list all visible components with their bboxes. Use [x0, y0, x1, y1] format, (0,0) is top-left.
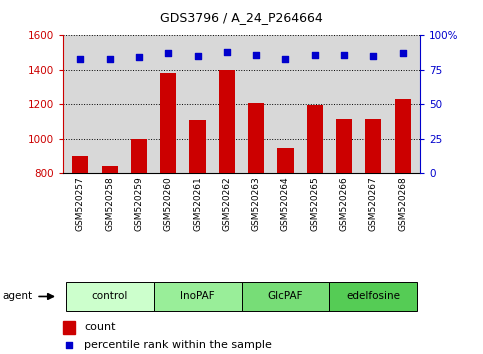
Text: edelfosine: edelfosine [346, 291, 400, 302]
Text: GDS3796 / A_24_P264664: GDS3796 / A_24_P264664 [160, 11, 323, 24]
Point [164, 51, 172, 56]
Bar [248, 103, 264, 173]
Bar [72, 156, 88, 173]
Bar [101, 166, 118, 173]
Text: agent: agent [2, 291, 32, 302]
Bar [219, 70, 235, 173]
Text: control: control [91, 291, 128, 302]
FancyBboxPatch shape [242, 282, 329, 311]
Point [223, 49, 231, 55]
FancyBboxPatch shape [66, 282, 154, 311]
Point [311, 52, 319, 58]
Point [252, 52, 260, 58]
Point [106, 56, 114, 62]
Bar [365, 119, 382, 173]
Point [340, 52, 348, 58]
Bar [160, 73, 176, 173]
Text: percentile rank within the sample: percentile rank within the sample [84, 340, 272, 350]
Bar [395, 99, 411, 173]
Text: count: count [84, 322, 116, 332]
Point [369, 53, 377, 59]
Point [399, 51, 407, 56]
Point [135, 55, 143, 60]
Point [194, 53, 201, 59]
Text: GlcPAF: GlcPAF [268, 291, 303, 302]
Text: InoPAF: InoPAF [180, 291, 215, 302]
Bar [63, 321, 75, 334]
FancyBboxPatch shape [329, 282, 417, 311]
FancyBboxPatch shape [154, 282, 242, 311]
Point [282, 56, 289, 62]
Point [76, 56, 84, 62]
Bar [189, 120, 206, 173]
Point [296, 266, 304, 271]
Bar [131, 139, 147, 173]
Bar [277, 148, 294, 173]
Bar [307, 105, 323, 173]
Bar [336, 119, 352, 173]
